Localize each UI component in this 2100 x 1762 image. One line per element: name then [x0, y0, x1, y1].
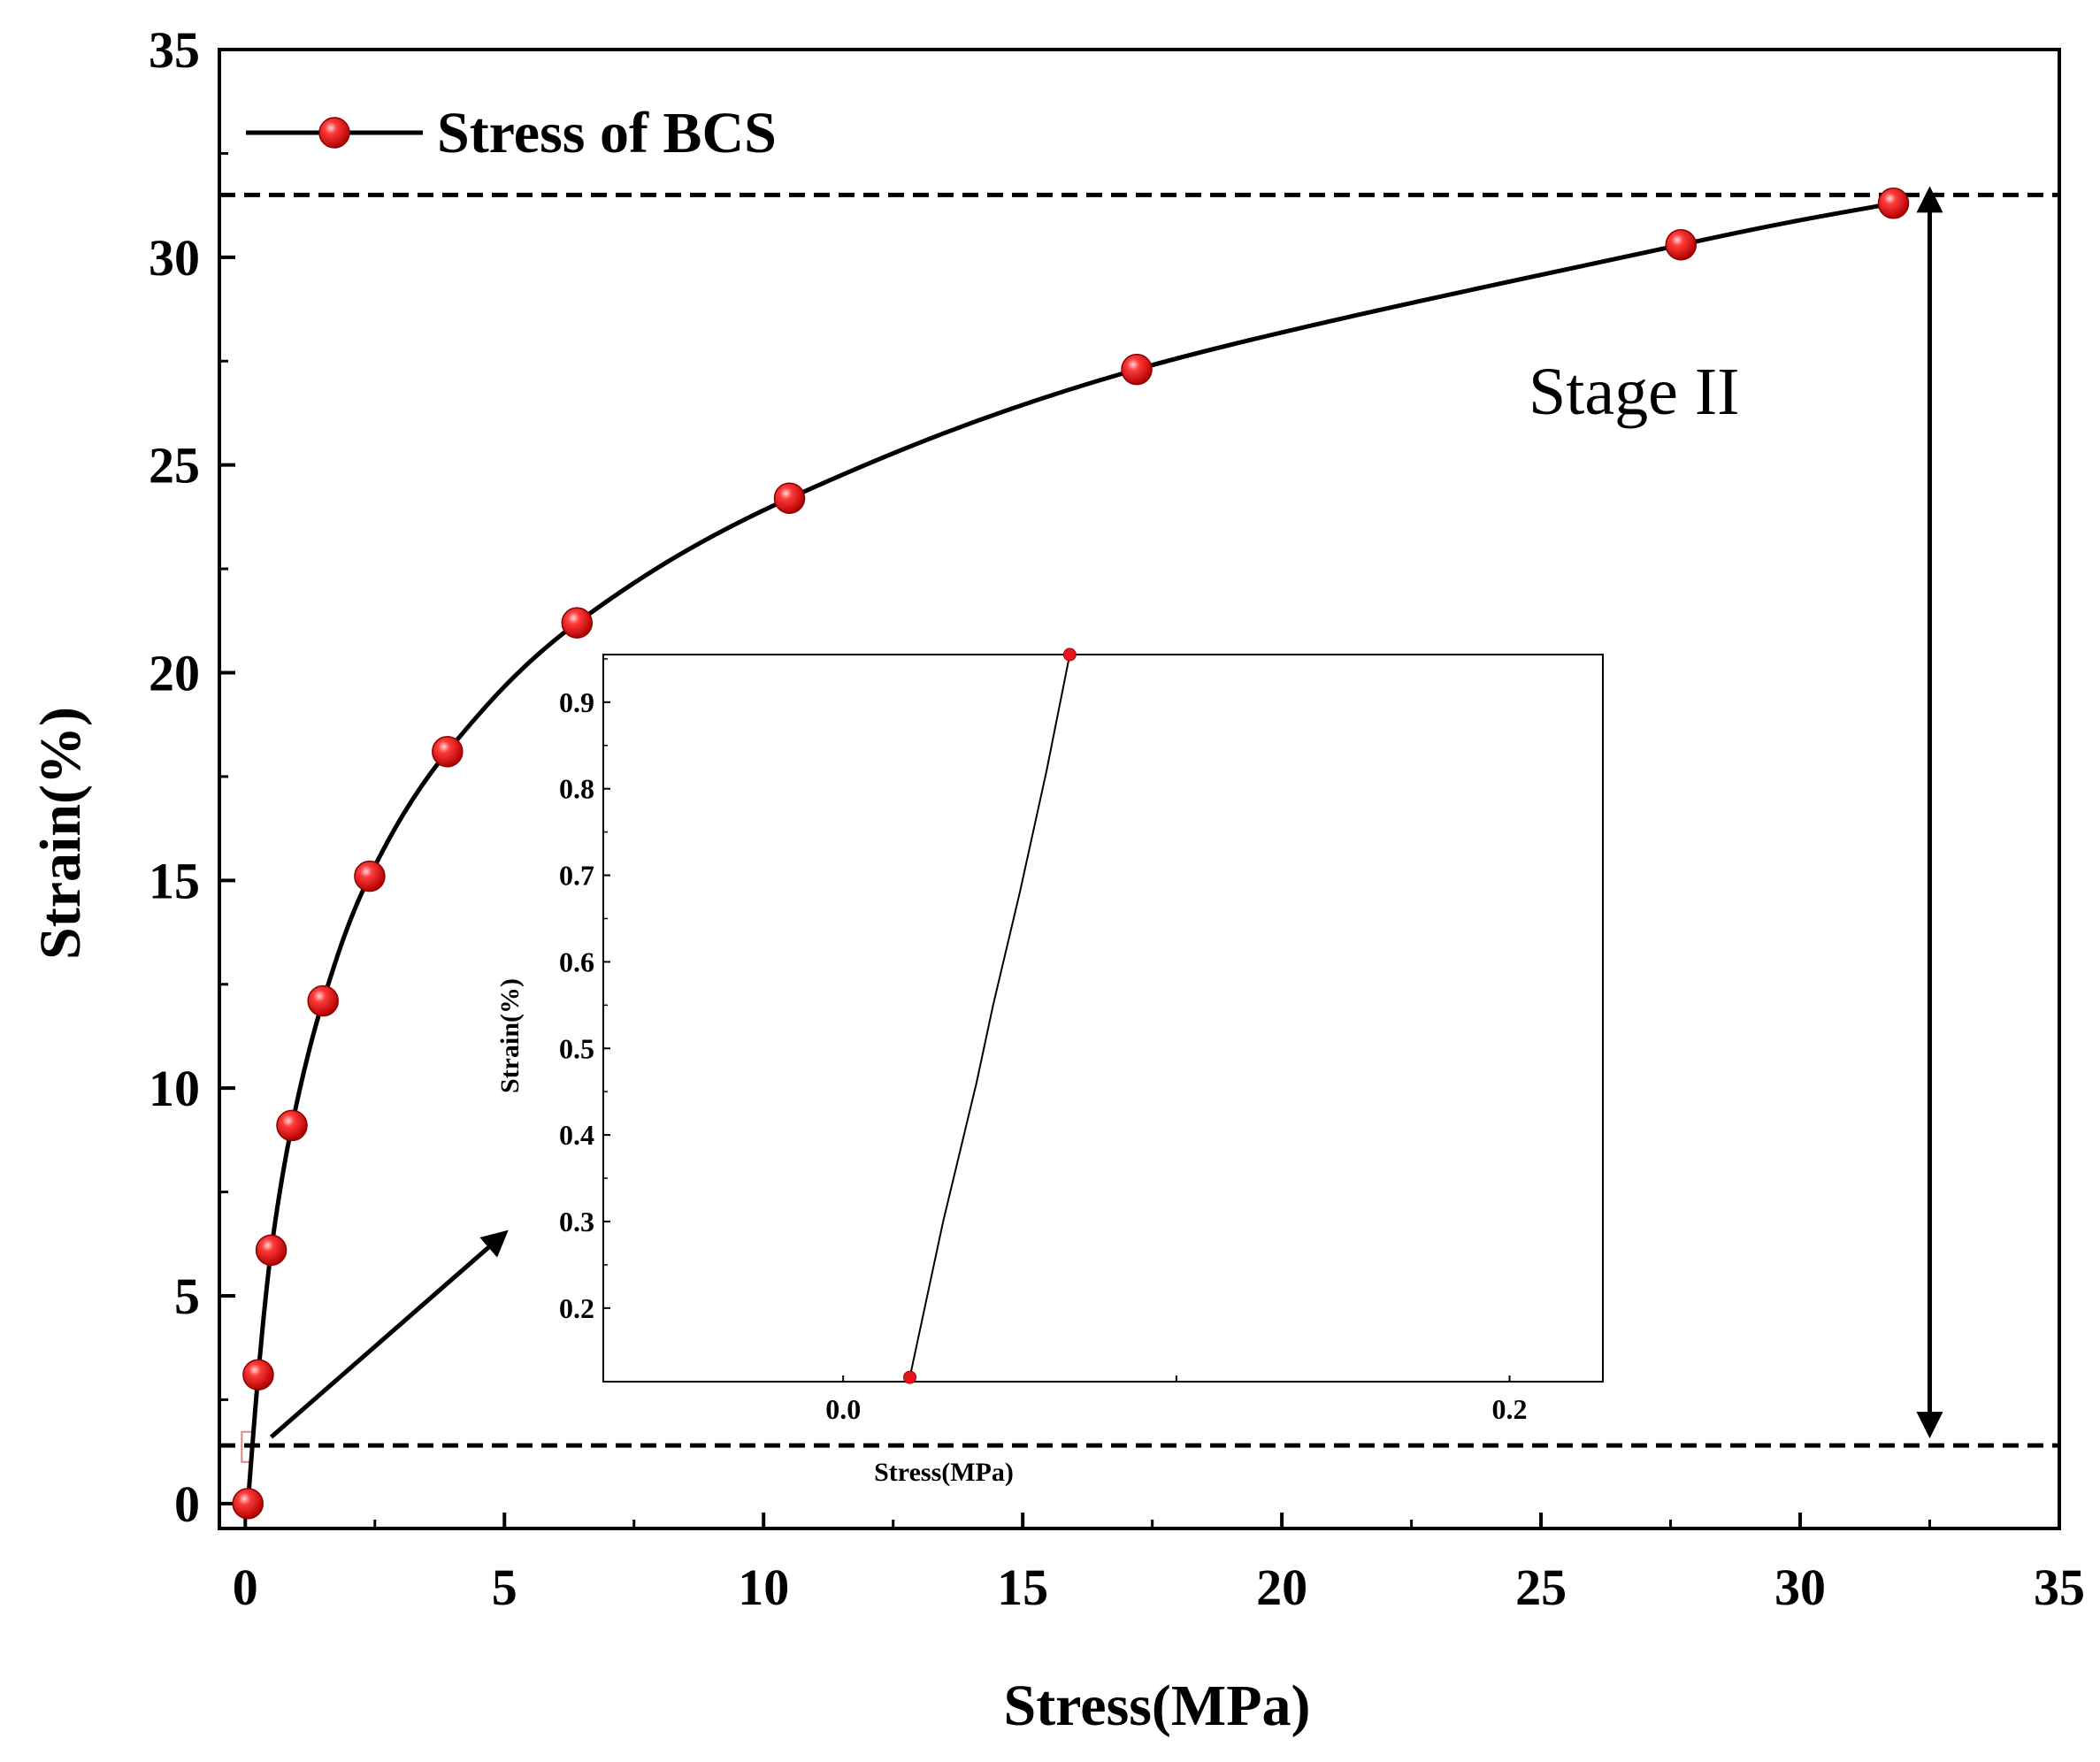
y-tick-label: 15	[149, 852, 200, 909]
inset-x-tick-label: 0.2	[1492, 1393, 1528, 1425]
inset-y-tick-label: 0.6	[559, 946, 594, 977]
y-tick-label: 5	[174, 1268, 200, 1325]
inset-plot: 0.2 0.3 0.4 0.5 0.6 0.7 0.8 0.9 0.0 0.2 Stress(MPa…	[495, 647, 1604, 1487]
y-axis-title: Strain(%)	[28, 707, 93, 960]
x-tick-label: 15	[997, 1559, 1048, 1616]
inset-y-tick-label: 0.4	[559, 1119, 594, 1151]
y-tick-label: 35	[149, 21, 200, 79]
inset-x-axis-title: Stress(MPa)	[874, 1458, 1014, 1487]
data-point	[1877, 188, 1910, 219]
data-point	[354, 860, 386, 892]
inset-y-tick-label: 0.8	[559, 773, 594, 805]
x-tick-label: 5	[492, 1559, 517, 1616]
inset-series-line	[908, 654, 1071, 1378]
inset-y-tick-label: 0.9	[559, 686, 594, 718]
data-point	[276, 1109, 308, 1142]
x-tick-label: 20	[1256, 1559, 1307, 1616]
inset-y-axis-title: Strain(%)	[495, 978, 525, 1093]
y-tick-label: 25	[149, 437, 200, 494]
data-point	[255, 1234, 287, 1267]
data-point	[1121, 353, 1153, 386]
data-point	[773, 482, 806, 514]
data-point	[432, 735, 464, 768]
inset-y-tick-label: 0.5	[559, 1032, 594, 1064]
x-tick-label: 25	[1515, 1559, 1567, 1616]
x-tick-label: 10	[738, 1559, 789, 1616]
inset-x-tick-label: 0.0	[825, 1393, 861, 1425]
x-tick-label: 30	[1774, 1559, 1826, 1616]
data-point	[561, 607, 594, 639]
inset-y-tick-label: 0.2	[559, 1292, 594, 1324]
series-line-stress-of-bcs	[245, 201, 1894, 1505]
y-tick-label: 10	[149, 1060, 200, 1117]
inset-data-point	[903, 1370, 917, 1384]
inset-frame	[602, 654, 1604, 1383]
x-tick-label: 0	[233, 1559, 258, 1616]
data-point	[307, 984, 339, 1017]
legend-marker	[318, 117, 350, 149]
y-tick-label: 20	[149, 644, 200, 701]
x-tick-label: 35	[2034, 1559, 2085, 1616]
data-point	[1665, 228, 1698, 261]
data-point	[242, 1359, 274, 1390]
legend-label: Stress of BCS	[437, 101, 777, 165]
data-point	[232, 1488, 264, 1520]
x-axis-title: Stress(MPa)	[1003, 1674, 1310, 1738]
y-tick-label: 30	[149, 229, 200, 287]
plot-frame	[218, 48, 2061, 1530]
inset-y-tick-label: 0.3	[559, 1206, 594, 1237]
stage-ii-label: Stage II	[1529, 355, 1739, 429]
inset-data-point	[1062, 647, 1077, 662]
inset-y-tick-label: 0.7	[559, 860, 594, 892]
zoom-arrow	[269, 1230, 509, 1439]
y-tick-label: 0	[174, 1475, 200, 1533]
